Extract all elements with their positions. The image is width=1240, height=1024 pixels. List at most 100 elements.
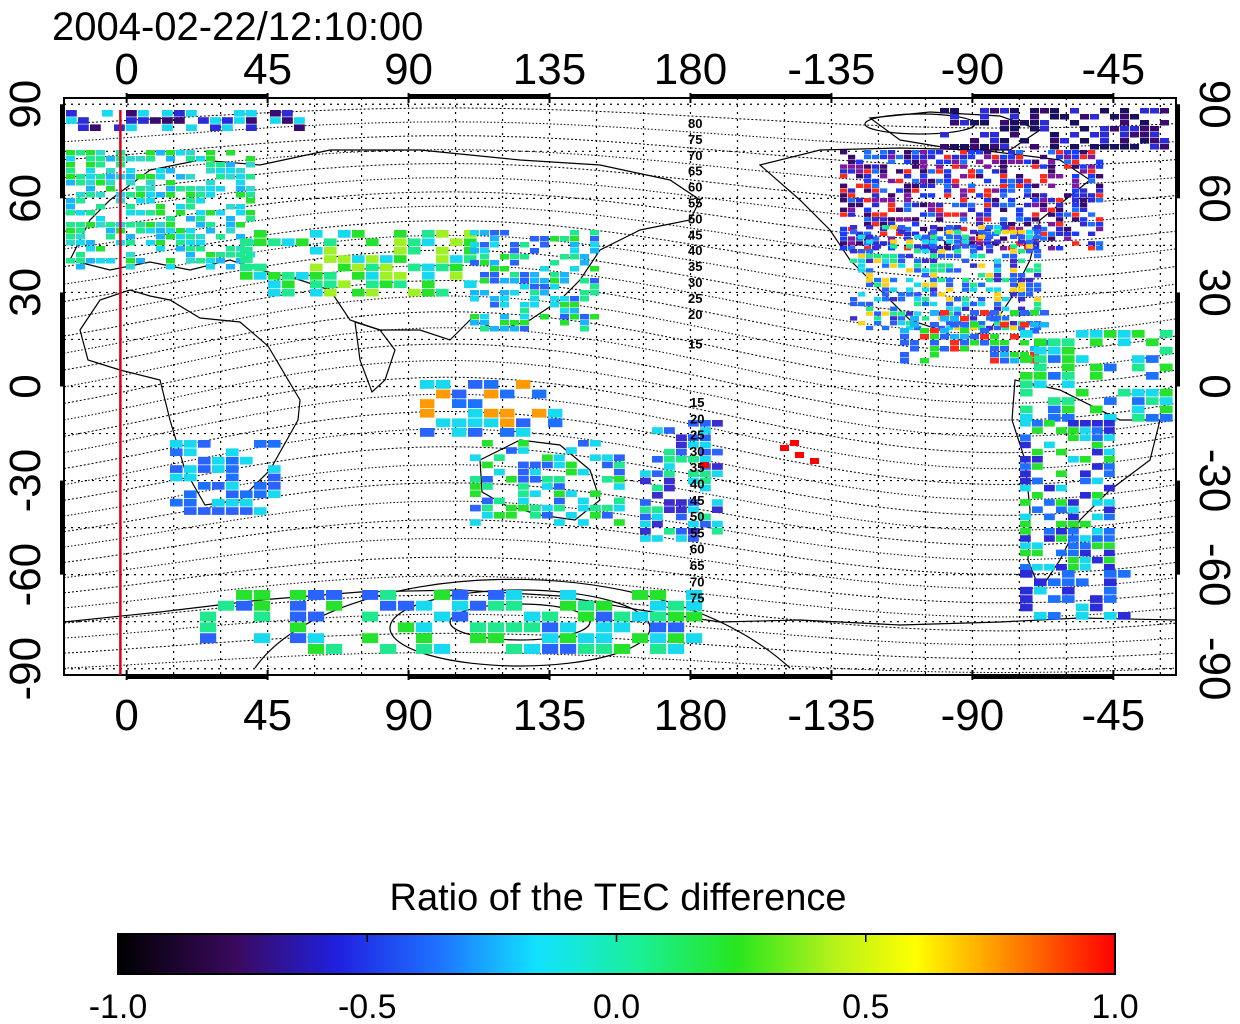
tec-cell: [914, 297, 922, 302]
tec-cell: [962, 258, 970, 263]
tec-cell: [712, 463, 723, 470]
tec-cell: [1020, 405, 1033, 414]
tec-cell-high: [790, 440, 799, 446]
tec-cell: [944, 183, 952, 188]
tec-cell: [986, 225, 994, 230]
tec-cell: [866, 282, 874, 287]
tec-cell: [990, 144, 999, 150]
tec-cell: [866, 277, 874, 283]
tec-cell: [1088, 164, 1096, 169]
tec-cell: [944, 169, 952, 174]
tec-cell: [480, 290, 489, 296]
tec-cell: [700, 470, 711, 477]
tec-cell: [452, 590, 469, 600]
tec-cell: [1050, 138, 1059, 144]
tec-cell: [1056, 520, 1067, 528]
colorbar-tick-label: 0.5: [842, 988, 889, 1024]
tec-cell: [880, 217, 888, 222]
tec-cell: [420, 399, 435, 408]
tec-cell: [468, 408, 483, 418]
tec-cell: [352, 288, 365, 297]
tec-cell: [106, 228, 115, 234]
tec-cell: [864, 164, 872, 169]
tec-cell: [156, 204, 165, 210]
tec-cell: [560, 622, 577, 633]
contour-label-south: 60: [690, 542, 704, 557]
tec-cell: [882, 253, 890, 259]
tec-cell: [542, 512, 553, 519]
tec-cell: [146, 186, 155, 192]
tec-cell: [1096, 174, 1104, 179]
tec-cell: [1040, 108, 1049, 114]
tec-cell: [994, 306, 1002, 311]
tec-cell: [510, 272, 519, 278]
tec-cell: [184, 498, 197, 507]
tec-cell: [1010, 120, 1019, 126]
tec-cell: [946, 321, 954, 326]
tec-cell: [578, 504, 589, 512]
tec-cell: [1020, 380, 1033, 389]
tec-cell: [268, 288, 281, 297]
tec-cell: [1002, 316, 1010, 321]
tec-cell: [1150, 138, 1159, 144]
tec-cell: [1026, 282, 1034, 287]
tec-cell: [866, 268, 874, 273]
tec-cell: [960, 217, 968, 222]
tec-cell: [700, 477, 711, 485]
tec-cell: [1048, 164, 1056, 169]
tec-cell: [86, 192, 95, 198]
tec-cell-high: [700, 462, 709, 468]
tec-cell: [1080, 564, 1091, 571]
tec-cell: [874, 311, 882, 316]
tec-cell: [338, 280, 351, 289]
tec-cell: [850, 229, 858, 235]
tec-cell: [906, 311, 914, 316]
tec-cell: [962, 301, 970, 307]
tec-cell: [590, 314, 599, 320]
tec-cell: [990, 108, 999, 114]
tec-cell: [200, 611, 217, 622]
coastline-eurasia: [69, 149, 701, 341]
tec-cell: [856, 241, 864, 246]
tec-cell: [590, 440, 601, 447]
tec-cell: [1088, 178, 1096, 184]
tec-cell: [1048, 183, 1056, 188]
tec-cell: [236, 222, 245, 228]
tec-cell: [700, 520, 711, 528]
tec-cell: [1050, 108, 1059, 114]
tec-cell: [1120, 132, 1129, 138]
tec-cell: [872, 217, 880, 222]
tec-cell: [1092, 434, 1103, 441]
tec-cell: [310, 230, 323, 238]
tec-cell: [940, 346, 949, 352]
tec-cell: [1092, 420, 1103, 427]
tec-cell: [226, 222, 235, 228]
tec-cell: [1032, 549, 1043, 557]
tec-cell: [1000, 183, 1008, 188]
tec-cell: [872, 236, 880, 241]
tec-cell: [858, 268, 866, 273]
tec-cell: [920, 193, 928, 198]
tec-cell: [422, 238, 435, 247]
tec-cell: [290, 633, 307, 644]
tec-cell: [1104, 434, 1115, 441]
tec-cell: [126, 258, 135, 264]
frame-bar-bottom: [690, 674, 832, 679]
tec-cell: [952, 159, 960, 164]
tec-cell: [944, 178, 952, 184]
tec-cell: [986, 316, 994, 321]
tec-cell: [890, 277, 898, 283]
tec-cell: [986, 249, 994, 254]
frame-bar-top: [690, 94, 832, 99]
tec-cell: [1064, 193, 1072, 198]
tec-cell: [1020, 372, 1033, 380]
tec-cell: [186, 150, 195, 156]
tec-cell: [1018, 229, 1026, 235]
tec-cell: [936, 207, 944, 212]
contour-line: [64, 343, 1176, 421]
tec-cell: [980, 144, 989, 150]
tec-cell: [494, 454, 505, 461]
tec-cell: [126, 192, 135, 198]
